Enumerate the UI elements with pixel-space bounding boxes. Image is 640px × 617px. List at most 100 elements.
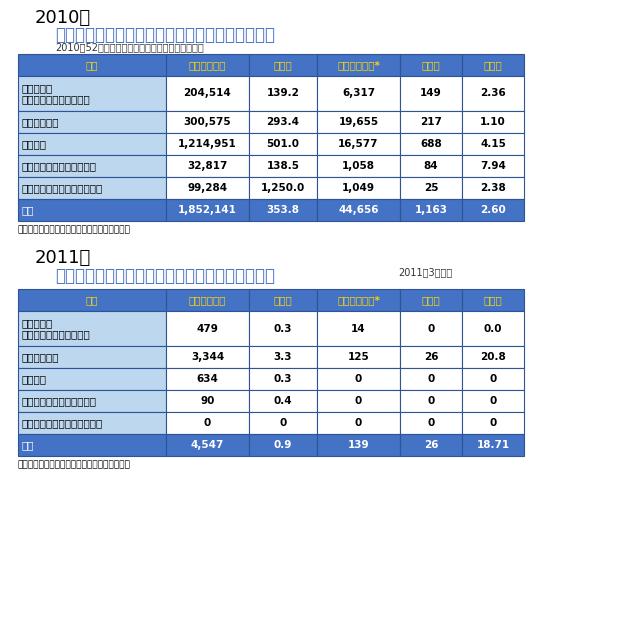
Text: 2.60: 2.60 xyxy=(480,205,506,215)
Bar xyxy=(166,199,249,221)
Bar xyxy=(400,133,462,155)
Bar xyxy=(249,133,317,155)
Bar xyxy=(400,289,462,311)
Bar xyxy=(18,199,166,221)
Text: 125: 125 xyxy=(348,352,369,362)
Text: 139: 139 xyxy=(348,440,369,450)
Bar xyxy=(400,368,462,390)
Text: 南部地域: 南部地域 xyxy=(22,374,47,384)
Bar xyxy=(462,76,524,111)
Bar xyxy=(166,311,249,346)
Text: 26: 26 xyxy=(424,440,438,450)
Text: 139.2: 139.2 xyxy=(267,88,300,99)
Bar xyxy=(462,346,524,368)
Text: 0.9: 0.9 xyxy=(274,440,292,450)
Bar xyxy=(18,133,166,155)
Text: 90: 90 xyxy=(200,396,214,406)
Text: 204,514: 204,514 xyxy=(184,88,232,99)
Text: 1.10: 1.10 xyxy=(480,117,506,127)
Text: 地域: 地域 xyxy=(86,295,99,305)
Bar xyxy=(249,311,317,346)
Bar xyxy=(166,412,249,434)
Text: 18.71: 18.71 xyxy=(476,440,509,450)
Bar xyxy=(249,199,317,221)
Bar xyxy=(462,412,524,434)
Bar xyxy=(18,289,166,311)
Text: 致死率: 致死率 xyxy=(484,60,502,70)
Text: ＊デング出血熱、デングショック症候群を含む: ＊デング出血熱、デングショック症候群を含む xyxy=(18,225,131,234)
Bar xyxy=(249,111,317,133)
Bar xyxy=(317,434,400,456)
Text: 2010年: 2010年 xyxy=(35,9,91,27)
Bar xyxy=(462,111,524,133)
Bar xyxy=(18,76,166,111)
Text: 634: 634 xyxy=(196,374,218,384)
Bar xyxy=(317,111,400,133)
Text: 重症デング熱*: 重症デング熱* xyxy=(337,295,380,305)
Bar xyxy=(249,177,317,199)
Bar xyxy=(400,177,462,199)
Text: 発生率: 発生率 xyxy=(274,60,292,70)
Text: 479: 479 xyxy=(196,323,218,334)
Text: 4.15: 4.15 xyxy=(480,139,506,149)
Text: スペイン語圏カリブ海諸国: スペイン語圏カリブ海諸国 xyxy=(22,161,97,171)
Text: 非スペイン語圏カリブ海諸国: 非スペイン語圏カリブ海諸国 xyxy=(22,418,103,428)
Text: 0.0: 0.0 xyxy=(484,323,502,334)
Text: 1,214,951: 1,214,951 xyxy=(178,139,237,149)
Bar xyxy=(249,434,317,456)
Text: 25: 25 xyxy=(424,183,438,193)
Text: アメリカ地域　デング症例数・重症者数・死亡数: アメリカ地域 デング症例数・重症者数・死亡数 xyxy=(55,267,275,285)
Bar xyxy=(249,76,317,111)
Bar xyxy=(317,368,400,390)
Text: 北アメリカ
中央アメリカ、メキシコ: 北アメリカ 中央アメリカ、メキシコ xyxy=(22,318,91,339)
Text: 0: 0 xyxy=(355,374,362,384)
Bar xyxy=(249,390,317,412)
Bar xyxy=(18,111,166,133)
Text: 0: 0 xyxy=(280,418,287,428)
Bar xyxy=(166,54,249,76)
Bar xyxy=(400,434,462,456)
Text: 重症デング熱*: 重症デング熱* xyxy=(337,60,380,70)
Bar xyxy=(317,289,400,311)
Text: 84: 84 xyxy=(424,161,438,171)
Text: 1,250.0: 1,250.0 xyxy=(261,183,305,193)
Text: 0.4: 0.4 xyxy=(274,396,292,406)
Bar xyxy=(462,390,524,412)
Bar xyxy=(166,434,249,456)
Bar xyxy=(317,390,400,412)
Bar xyxy=(18,434,166,456)
Bar xyxy=(462,155,524,177)
Bar xyxy=(18,177,166,199)
Text: 0: 0 xyxy=(490,418,497,428)
Text: 19,655: 19,655 xyxy=(339,117,379,127)
Text: デング熱総数: デング熱総数 xyxy=(189,295,227,305)
Bar xyxy=(166,76,249,111)
Bar xyxy=(462,434,524,456)
Bar xyxy=(462,368,524,390)
Text: 1,852,141: 1,852,141 xyxy=(178,205,237,215)
Text: 0: 0 xyxy=(428,396,435,406)
Text: 501.0: 501.0 xyxy=(266,139,300,149)
Bar xyxy=(166,346,249,368)
Text: アンデス地域: アンデス地域 xyxy=(22,117,60,127)
Text: 217: 217 xyxy=(420,117,442,127)
Text: 0: 0 xyxy=(428,323,435,334)
Text: 1,163: 1,163 xyxy=(415,205,447,215)
Text: 4,547: 4,547 xyxy=(191,440,224,450)
Text: 2.36: 2.36 xyxy=(480,88,506,99)
Bar xyxy=(166,368,249,390)
Text: 北アメリカ
中央アメリカ、メキシコ: 北アメリカ 中央アメリカ、メキシコ xyxy=(22,83,91,104)
Text: 3,344: 3,344 xyxy=(191,352,224,362)
Bar xyxy=(18,390,166,412)
Text: 99,284: 99,284 xyxy=(188,183,228,193)
Bar xyxy=(400,111,462,133)
Text: 26: 26 xyxy=(424,352,438,362)
Text: 0: 0 xyxy=(204,418,211,428)
Bar xyxy=(462,311,524,346)
Text: 0: 0 xyxy=(428,374,435,384)
Bar xyxy=(249,54,317,76)
Bar xyxy=(400,54,462,76)
Text: 0: 0 xyxy=(355,396,362,406)
Text: 2011年3週時点: 2011年3週時点 xyxy=(398,267,452,277)
Text: 3.3: 3.3 xyxy=(274,352,292,362)
